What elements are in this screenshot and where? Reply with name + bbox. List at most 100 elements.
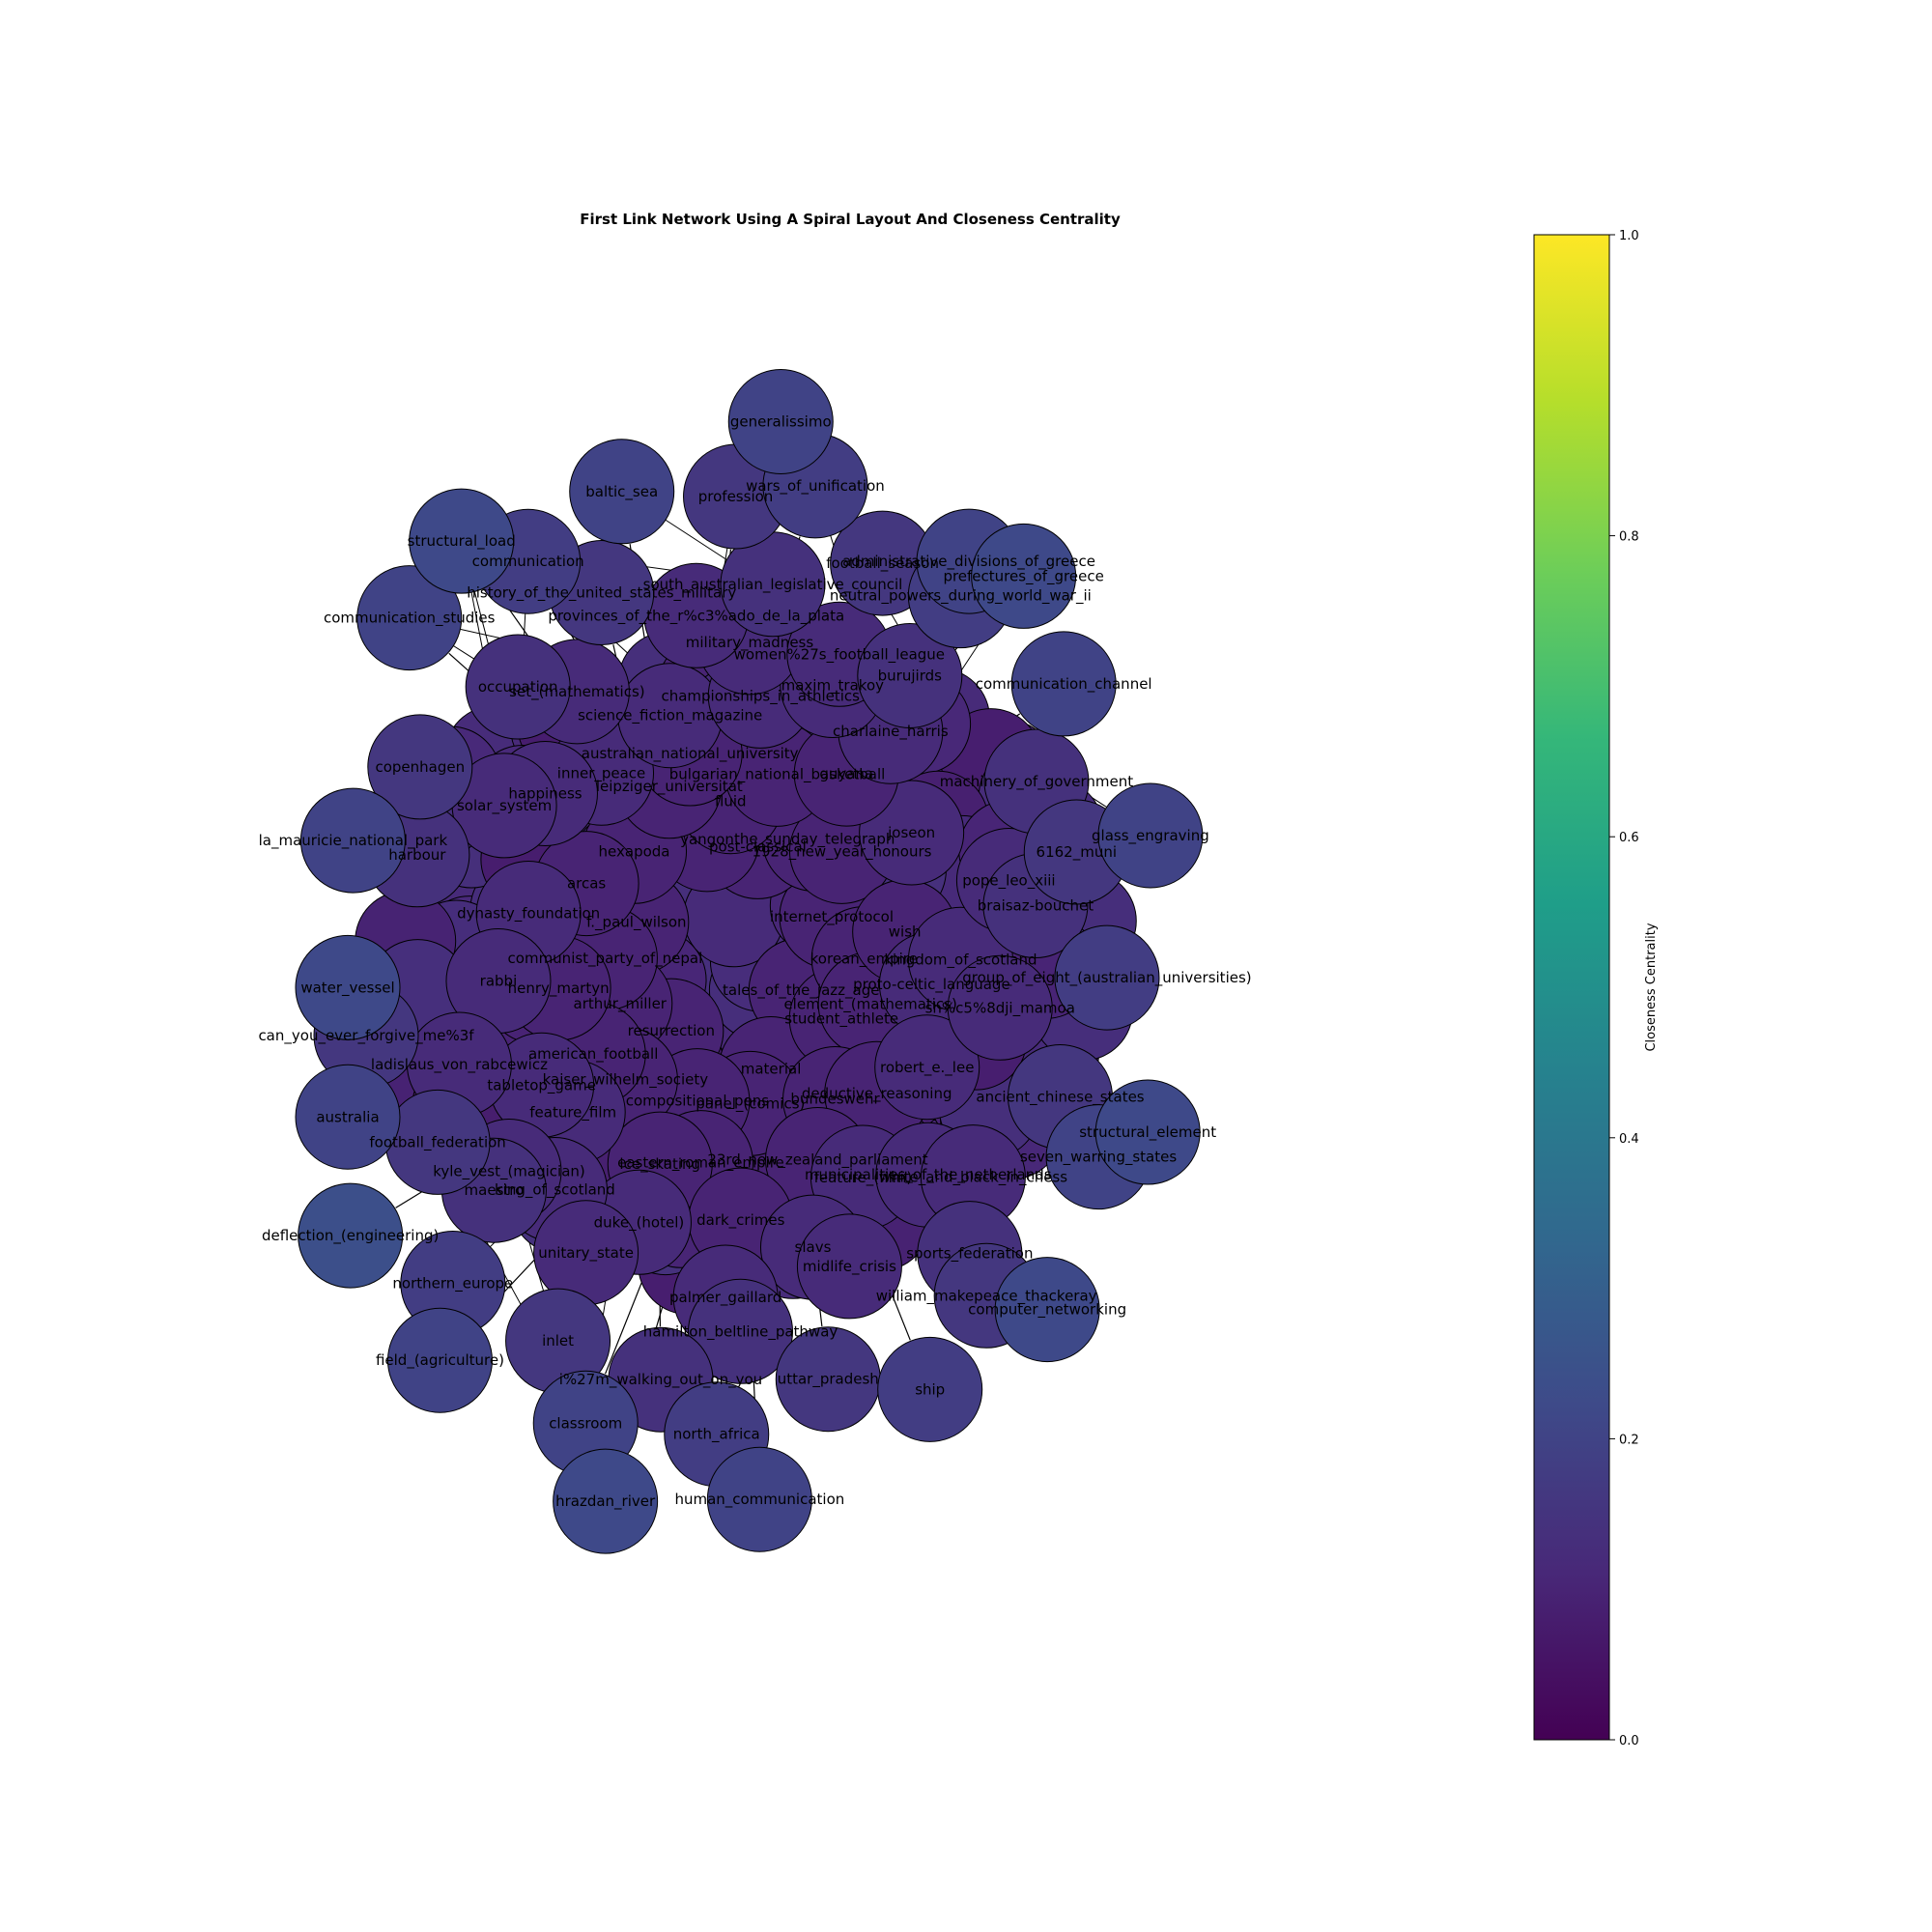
node-label: military_madness	[686, 634, 814, 652]
node-label: sports_federation	[906, 1245, 1033, 1264]
node-label: joseon	[887, 824, 935, 841]
node-label: braisaz-bouchet	[978, 897, 1094, 915]
node-label: kyle_vest_(magician)	[433, 1163, 585, 1181]
node-label: harbour	[388, 846, 446, 864]
node-label: wars_of_unification	[746, 477, 885, 496]
node-label: can_you_ever_forgive_me%3f	[258, 1027, 474, 1045]
node-label: solar_system	[457, 797, 552, 815]
network-node	[356, 565, 463, 671]
chart-title: First Link Network Using A Spiral Layout…	[580, 211, 1121, 228]
colorbar-tick-label: 0.6	[1619, 831, 1639, 845]
node-label: eastern_roman_empire	[617, 1154, 784, 1173]
node-label: dynasty_foundation	[457, 905, 600, 923]
colorbar-tick-label: 1.0	[1619, 229, 1639, 243]
node-label: charlaine_harris	[833, 723, 949, 741]
node-label: material	[741, 1060, 802, 1077]
node-label: north_africa	[673, 1426, 760, 1444]
node-label: 6162_muni	[1037, 843, 1117, 862]
node-label: women%27s_football_league	[734, 645, 945, 664]
node-label: compositional_pens	[626, 1093, 770, 1111]
node-label: neutral_powers_during_world_war_ii	[830, 587, 1092, 606]
node-label: municipalities_of_the_netherlands	[805, 1166, 1052, 1184]
network-node	[298, 1182, 404, 1289]
node-label: rabbi	[480, 972, 518, 989]
node-label: deflection_(engineering)	[262, 1227, 439, 1245]
node-label: kingdom_of_scotland	[884, 951, 1037, 969]
node-label: bulgarian_national_basketball	[669, 765, 886, 783]
network-node	[727, 368, 834, 474]
colorbar-bar	[1533, 234, 1610, 1741]
node-label: copenhagen	[375, 758, 465, 776]
network-node	[569, 439, 675, 545]
node-label: communication_studies	[324, 610, 496, 628]
node-label: tales_of_the_jazz_age	[723, 981, 879, 1000]
node-label: field_(agriculture)	[376, 1351, 504, 1370]
network-node	[947, 954, 1053, 1061]
network-node	[367, 714, 473, 820]
node-label: administrative_divisions_of_greece	[842, 553, 1095, 571]
network-node	[465, 634, 571, 740]
node-label: ancient_chinese_states	[976, 1088, 1144, 1106]
node-label: happiness	[508, 784, 582, 802]
network-node	[295, 934, 401, 1040]
colorbar-tick-label: 0.4	[1619, 1132, 1639, 1147]
node-label: water_vessel	[300, 979, 394, 997]
node-label: bundeswehr	[790, 1091, 880, 1108]
node-label: ship	[915, 1380, 945, 1398]
node-label: hexapoda	[599, 842, 670, 860]
node-label: structural_load	[408, 532, 516, 551]
node-label: 1928_new_year_honours	[752, 842, 931, 861]
network-node	[706, 1446, 812, 1552]
network-node	[553, 1448, 659, 1554]
node-label: sh%c5%8dji_mamoa	[925, 999, 1075, 1017]
node-label: tabletop_game	[487, 1076, 596, 1094]
node-label: football_season	[826, 554, 939, 573]
node-label: hamilton_beltline_pathway	[643, 1322, 838, 1341]
node-label: maestro	[465, 1181, 525, 1199]
node-label: communist_party_of_nepal	[508, 950, 703, 968]
colorbar-tick-label: 0.0	[1619, 1734, 1639, 1748]
node-layer	[295, 368, 1204, 1554]
node-label: occupation	[478, 678, 558, 696]
node-label: korean_empire	[810, 951, 918, 969]
node-label: ice_skating	[619, 1155, 700, 1174]
network-node	[1010, 631, 1117, 737]
node-label: set_(mathematics)	[509, 683, 644, 701]
network-node	[971, 523, 1077, 629]
network-node	[409, 488, 515, 594]
node-label: glass_engraving	[1092, 827, 1209, 845]
node-label: white_and_black_in_chess	[879, 1169, 1068, 1187]
node-label: prefectures_of_greece	[943, 567, 1103, 585]
node-label: communication_channel	[976, 675, 1152, 694]
node-label: feature_film	[529, 1103, 616, 1122]
network-node	[1097, 782, 1204, 889]
node-label: midlife_crisis	[803, 1258, 896, 1276]
node-label: slavs	[795, 1238, 832, 1256]
node-label: feature_(film)	[814, 1169, 913, 1187]
colorbar: 0.0 0.2 0.4 0.6 0.8 1.0 Closeness Centrality	[1533, 229, 1659, 1748]
node-label: structural_element	[1079, 1123, 1216, 1142]
network-node	[299, 787, 406, 894]
node-label: uttar_pradesh	[778, 1371, 879, 1389]
node-label: 23rd_new_zealand_parliament	[707, 1151, 927, 1169]
node-label: science_fiction_magazine	[578, 707, 762, 725]
node-label: yangon	[680, 831, 734, 848]
network-node	[1094, 1079, 1201, 1185]
node-label: provinces_of_the_r%c3%ado_de_la_plata	[548, 607, 844, 625]
node-label: panel_(comics)	[696, 1094, 805, 1113]
node-label: student_athlete	[784, 1010, 898, 1029]
network-node	[994, 1257, 1100, 1363]
node-label: profession	[698, 488, 774, 505]
node-label: henry_martyn	[508, 980, 610, 998]
node-label: northern_europe	[392, 1275, 513, 1293]
node-label: kaiser_wilhelm_society	[543, 1071, 709, 1090]
node-label: human_communication	[674, 1491, 844, 1509]
node-label: internet_protocol	[770, 908, 894, 926]
network-node	[857, 622, 963, 728]
node-label: south_australian_legislative_council	[643, 576, 903, 594]
node-label: group_of_eight_(australian_universities)	[962, 969, 1251, 987]
label-layer: deflection_(engineering) la_mauricie_nati…	[258, 412, 1251, 1511]
node-label: proto-celtic_language	[853, 976, 1010, 994]
node-label: la_mauricie_national_park	[259, 832, 448, 850]
